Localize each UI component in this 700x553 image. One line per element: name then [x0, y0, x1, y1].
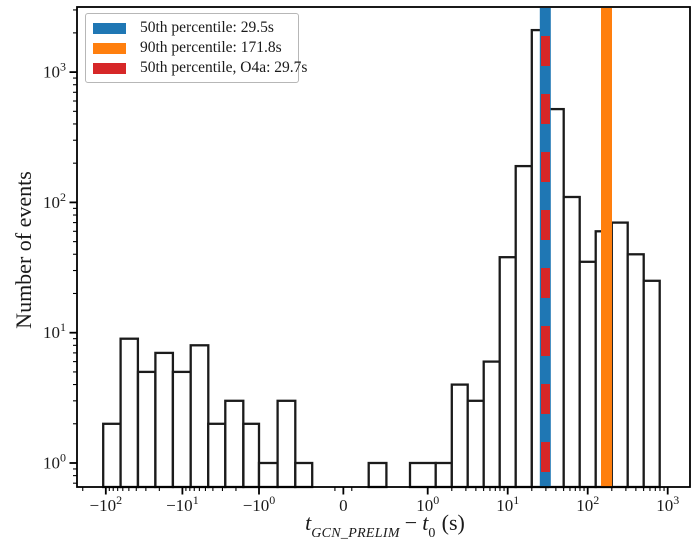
histogram-bar — [242, 422, 261, 489]
legend: 50th percentile: 29.5s 90th percentile: 1… — [85, 13, 307, 83]
histogram-bar — [578, 260, 597, 489]
x-axis-tick-label: 0 — [339, 496, 348, 515]
x-axis-tick-label: 103 — [656, 493, 679, 515]
x-axis-tick-label: −100 — [243, 493, 276, 515]
x-label-sub1: GCN_PRELIM — [311, 526, 400, 542]
legend-entry-label: 90th percentile: 171.8s — [140, 39, 282, 56]
histogram-bar — [626, 253, 645, 489]
histogram-bar — [408, 461, 437, 489]
histogram-bar — [136, 370, 157, 489]
histogram-bar — [119, 337, 140, 489]
legend-entry: 50th percentile: 29.5s — [93, 18, 290, 38]
histogram-bar — [514, 164, 533, 489]
y-axis-label: Number of events — [11, 171, 37, 329]
x-axis-tick-label: 102 — [576, 493, 599, 515]
histogram-bar — [466, 399, 485, 489]
x-axis-tick-label: 101 — [496, 493, 519, 515]
legend-entry: 50th percentile, O4a: 29.7s — [93, 58, 307, 78]
y-axis-tick-label: 103 — [43, 60, 66, 82]
histogram-bar — [189, 344, 210, 489]
x-axis-tick-label: −102 — [90, 493, 123, 515]
legend-entry: 90th percentile: 171.8s — [93, 38, 290, 58]
x-axis-tick-label: −101 — [166, 493, 199, 515]
y-axis-tick-label: 102 — [43, 190, 66, 212]
histogram-bar — [207, 422, 227, 489]
x-label-t2: t — [422, 510, 429, 535]
legend-swatch-1 — [93, 42, 126, 54]
x-axis-tick-label: 100 — [416, 493, 439, 515]
x-axis-label: tGCN_PRELIM − t0 (s) — [305, 510, 465, 541]
histogram-bar — [642, 279, 661, 489]
plot-border — [76, 6, 691, 488]
legend-swatch-2 — [93, 62, 126, 74]
histogram-bar — [171, 370, 192, 489]
x-label-unit: (s) — [441, 510, 465, 535]
x-label-minus: − — [404, 510, 418, 535]
histogram-bar — [562, 195, 581, 489]
y-axis-tick-label: 101 — [43, 320, 66, 342]
y-axis-label-text: Number of events — [11, 171, 36, 329]
legend-entry-label: 50th percentile: 29.5s — [140, 19, 274, 36]
histogram-bar — [224, 399, 245, 489]
y-axis-tick-label: 100 — [43, 451, 66, 473]
histogram-bar — [257, 461, 279, 489]
histogram-bar — [498, 256, 517, 489]
histogram-bar — [294, 461, 314, 489]
x-label-t1: t — [305, 510, 312, 535]
legend-swatch-0 — [93, 22, 126, 34]
histogram-bar — [610, 221, 629, 489]
histogram-bar — [482, 360, 501, 489]
histogram-bar — [434, 461, 453, 489]
legend-entry-label: 50th percentile, O4a: 29.7s — [140, 59, 308, 76]
histogram-bar — [102, 422, 122, 489]
histogram-bar — [367, 461, 388, 489]
x-label-sub2: 0 — [428, 526, 436, 542]
histogram-bar — [276, 399, 297, 489]
histogram-bar — [154, 351, 175, 489]
histogram-bar — [450, 383, 469, 489]
